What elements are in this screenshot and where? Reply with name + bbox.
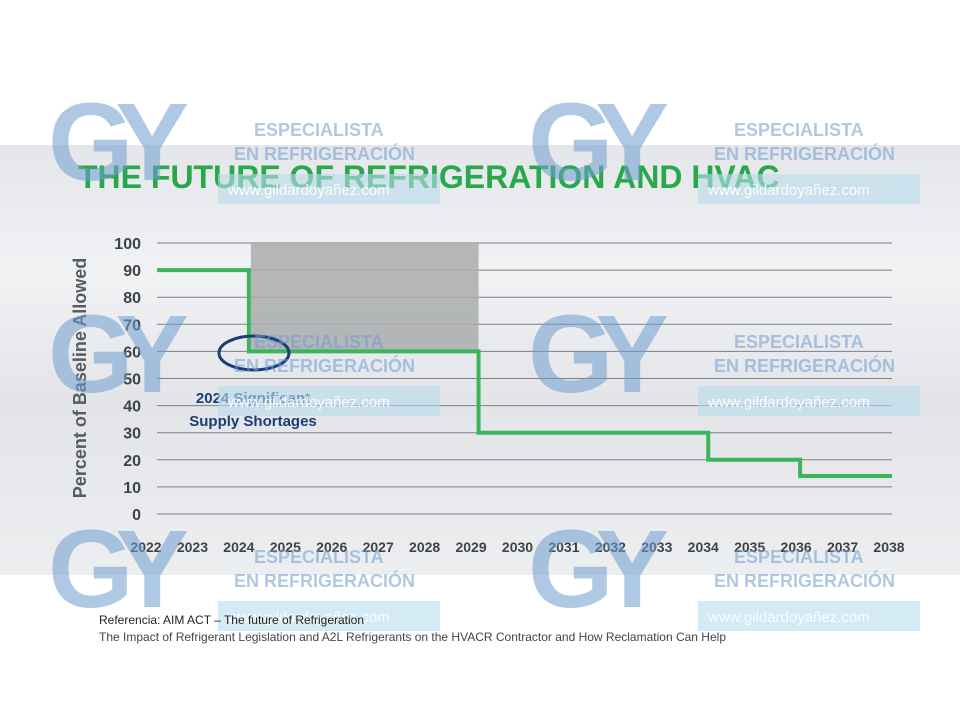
- watermark-url-bar: [698, 174, 920, 204]
- watermark-url: www.gildardoyañez.com: [707, 182, 870, 199]
- watermark-line-2: EN REFRIGERACIÓN: [234, 143, 415, 164]
- x-tick-2038: 2038: [873, 539, 904, 555]
- y-tick-90: 90: [123, 263, 141, 280]
- watermark-url: www.gildardoyañez.com: [707, 394, 870, 411]
- caption: Referencia: AIM ACT – The future of Refr…: [99, 612, 939, 646]
- watermark-logo: GY: [48, 293, 188, 416]
- y-tick-60: 60: [123, 344, 141, 361]
- watermark-line-2: EN REFRIGERACIÓN: [714, 143, 895, 164]
- watermark-logo: GY: [48, 81, 188, 204]
- y-tick-20: 20: [123, 453, 141, 470]
- watermark-url-bar: [218, 174, 440, 204]
- watermark-tile-3: GY ESPECIALISTA EN REFRIGERACIÓN www.gildar…: [528, 293, 920, 416]
- y-axis-label: Percent of Baseline Allowed: [70, 258, 90, 498]
- series-line-0: [157, 268, 892, 479]
- watermark-url-bar: [218, 386, 440, 416]
- watermark-line-1: ESPECIALISTA: [734, 120, 864, 140]
- annotation-line-2: Supply Shortages: [189, 413, 317, 430]
- y-tick-30: 30: [123, 426, 141, 443]
- watermark-line-2: EN REFRIGERACIÓN: [234, 355, 415, 376]
- y-tick-10: 10: [123, 480, 141, 497]
- watermark-url: www.gildardoyañez.com: [707, 609, 870, 626]
- watermark-line-2: EN REFRIGERACIÓN: [714, 570, 895, 591]
- y-tick-labels: 0 10 20 30 40 50 60 70 80 90 100: [114, 236, 141, 524]
- x-tick-2024: 2024: [223, 539, 254, 555]
- watermark-url: www.gildardoyañez.com: [227, 182, 390, 199]
- watermark-url-bar: [218, 601, 440, 631]
- annotation-circle: [217, 334, 291, 372]
- x-tick-2025: 2025: [270, 539, 301, 555]
- x-tick-2026: 2026: [316, 539, 347, 555]
- caption-source: The Impact of Refrigerant Legislation an…: [99, 630, 726, 644]
- watermark-line-1: ESPECIALISTA: [734, 332, 864, 352]
- watermark-line-2: EN REFRIGERACIÓN: [234, 570, 415, 591]
- watermark-line-1: ESPECIALISTA: [254, 120, 384, 140]
- x-tick-2022: 2022: [130, 539, 161, 555]
- watermark-line-1: ESPECIALISTA: [254, 332, 384, 352]
- x-tick-labels: 2022 2023 2024 2025 2026 2027 2028 2029 2030 2031…: [130, 539, 904, 555]
- watermark-tile-0: GY ESPECIALISTA EN REFRIGERACIÓN www.gildar…: [48, 81, 440, 204]
- x-tick-2027: 2027: [363, 539, 394, 555]
- x-tick-2030: 2030: [502, 539, 533, 555]
- watermark-url: www.gildardoyañez.com: [227, 609, 390, 626]
- watermark-url-bar: [698, 386, 920, 416]
- x-tick-2023: 2023: [177, 539, 208, 555]
- x-tick-2028: 2028: [409, 539, 440, 555]
- x-tick-2035: 2035: [734, 539, 765, 555]
- watermark-tile-1: GY ESPECIALISTA EN REFRIGERACIÓN www.gildar…: [528, 81, 920, 204]
- caption-reference: Referencia: AIM ACT – The future of Refr…: [99, 613, 365, 627]
- x-tick-2037: 2037: [827, 539, 858, 555]
- shaded-region-layer: [250, 243, 479, 352]
- y-tick-40: 40: [123, 399, 141, 416]
- watermark-url-bar: [698, 601, 920, 631]
- y-tick-80: 80: [123, 290, 141, 307]
- x-tick-2034: 2034: [688, 539, 719, 555]
- watermark-line-1: ESPECIALISTA: [254, 547, 384, 567]
- shaded-region: [250, 243, 479, 352]
- y-tick-0: 0: [132, 507, 141, 524]
- x-tick-2036: 2036: [781, 539, 812, 555]
- x-tick-2029: 2029: [455, 539, 486, 555]
- watermark-logo: GY: [528, 293, 668, 416]
- x-tick-2031: 2031: [548, 539, 579, 555]
- watermark-url: www.gildardoyañez.com: [227, 394, 390, 411]
- watermark-line-2: EN REFRIGERACIÓN: [714, 355, 895, 376]
- x-tick-2033: 2033: [641, 539, 672, 555]
- watermark-line-1: ESPECIALISTA: [734, 547, 864, 567]
- x-tick-2032: 2032: [595, 539, 626, 555]
- y-tick-100: 100: [114, 236, 141, 253]
- watermark-logo: GY: [528, 81, 668, 204]
- y-tick-50: 50: [123, 372, 141, 389]
- series-layer: [157, 268, 892, 479]
- y-tick-70: 70: [123, 317, 141, 334]
